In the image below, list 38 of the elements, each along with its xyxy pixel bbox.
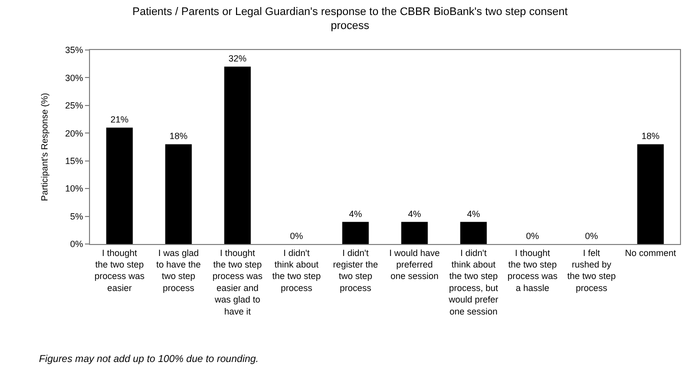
bar	[106, 128, 133, 244]
x-tick-label: I didn't register the two step process	[332, 248, 378, 293]
y-tick-label: 30%	[65, 72, 84, 83]
chart-title: Patients / Parents or Legal Guardian's response to the CBBR BioBank's two step consent process	[132, 6, 568, 32]
bar	[637, 144, 664, 244]
x-tick-label: I felt rushed by the two step process	[567, 248, 616, 293]
data-label: 4%	[348, 208, 362, 219]
x-tick-label: I would have preferred one session	[389, 248, 440, 282]
x-tick-label: I didn't think about the two step process	[272, 248, 321, 293]
bar	[165, 144, 192, 244]
x-tick-label: I thought the two step process was easier and was glad to have it	[212, 248, 264, 316]
y-tick-label: 20%	[65, 128, 84, 138]
x-tick-label: I was glad to have the two step process	[156, 248, 201, 293]
y-tick-label: 0%	[70, 239, 84, 250]
data-label: 4%	[408, 208, 422, 219]
x-tick-label: No comment	[624, 248, 676, 258]
y-tick-label: 25%	[65, 100, 84, 111]
y-axis-title: Participant's Response (%)	[40, 92, 50, 202]
bar	[401, 222, 428, 244]
x-tick-label: I thought the two step process was easier	[94, 248, 146, 293]
y-tick-label: 15%	[65, 156, 84, 166]
data-label: 32%	[228, 54, 247, 64]
data-label: 21%	[110, 114, 129, 125]
x-tick-label: I thought the two step process was a hassle	[507, 248, 558, 293]
bar	[224, 66, 251, 244]
bar	[342, 222, 369, 244]
y-tick-label: 5%	[70, 211, 84, 222]
data-label: 4%	[466, 208, 480, 219]
data-label: 0%	[290, 231, 304, 241]
y-tick-label: 10%	[65, 184, 84, 194]
y-tick-label: 35%	[65, 45, 84, 56]
data-label: 0%	[584, 231, 598, 241]
data-label: 18%	[641, 131, 660, 142]
x-tick-label: I didn't think about the two step process, but would prefer one session	[448, 248, 499, 316]
text: Figures may not add up to 100% due to rounding.	[39, 354, 259, 365]
bar	[460, 222, 487, 244]
data-label: 0%	[526, 231, 540, 241]
data-label: 18%	[169, 131, 188, 142]
